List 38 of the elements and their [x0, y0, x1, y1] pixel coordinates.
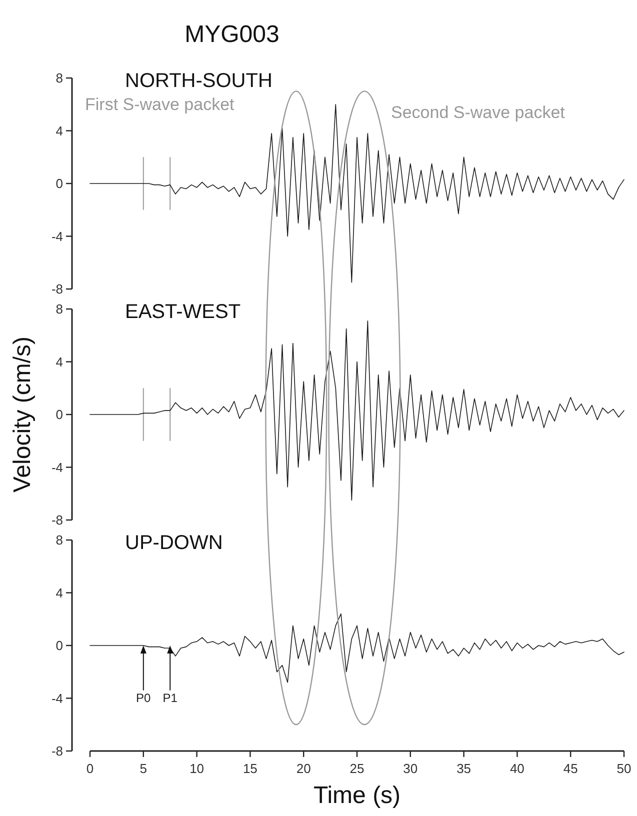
line-series: [90, 613, 624, 683]
annotation: First S-wave packet: [85, 95, 235, 114]
y-tick-label: -8: [51, 282, 63, 297]
y-tick-label: -8: [51, 512, 63, 528]
y-tick-label: 0: [56, 407, 63, 422]
x-tick-label: 0: [86, 761, 94, 776]
line-series: [90, 320, 624, 501]
x-tick-label: 35: [456, 761, 472, 776]
x-tick-label: 40: [510, 761, 524, 776]
y-tick-label: 8: [56, 532, 63, 548]
y-tick-label: 4: [56, 585, 63, 600]
annotation: Second S-wave packet: [391, 103, 566, 122]
x-axis-title: Time (s): [313, 782, 401, 809]
x-tick-label: 20: [296, 761, 311, 776]
annotation: P1: [162, 691, 178, 706]
x-tick-label: 45: [563, 761, 578, 776]
y-tick-label: 8: [56, 70, 63, 86]
y-tick-label: -8: [51, 744, 63, 759]
y-tick-label: 0: [56, 176, 63, 192]
chart-subtitle: UP-DOWN: [125, 532, 223, 554]
x-tick-label: 15: [242, 761, 258, 776]
y-tick-label: 8: [56, 302, 63, 317]
x-tick-label: 30: [403, 761, 418, 776]
x-tick-label: 5: [140, 761, 148, 776]
chart-subtitle: EAST-WEST: [125, 301, 241, 323]
chart-subtitle: NORTH-SOUTH: [125, 70, 272, 92]
y-tick-label: 0: [56, 638, 63, 654]
y-tick-label: -4: [51, 460, 63, 475]
y-tick-label: -4: [51, 228, 63, 244]
chart-title: MYG003: [184, 21, 280, 48]
x-tick-label: 10: [190, 761, 204, 776]
y-tick-label: -4: [51, 690, 63, 706]
x-tick-label: 25: [350, 761, 364, 776]
x-tick-label: 50: [616, 761, 632, 776]
y-axis-title: Velocity (cm/s): [9, 336, 36, 493]
y-tick-label: 4: [56, 354, 63, 370]
y-tick-label: 4: [56, 123, 63, 138]
annotation: P0: [136, 691, 152, 706]
